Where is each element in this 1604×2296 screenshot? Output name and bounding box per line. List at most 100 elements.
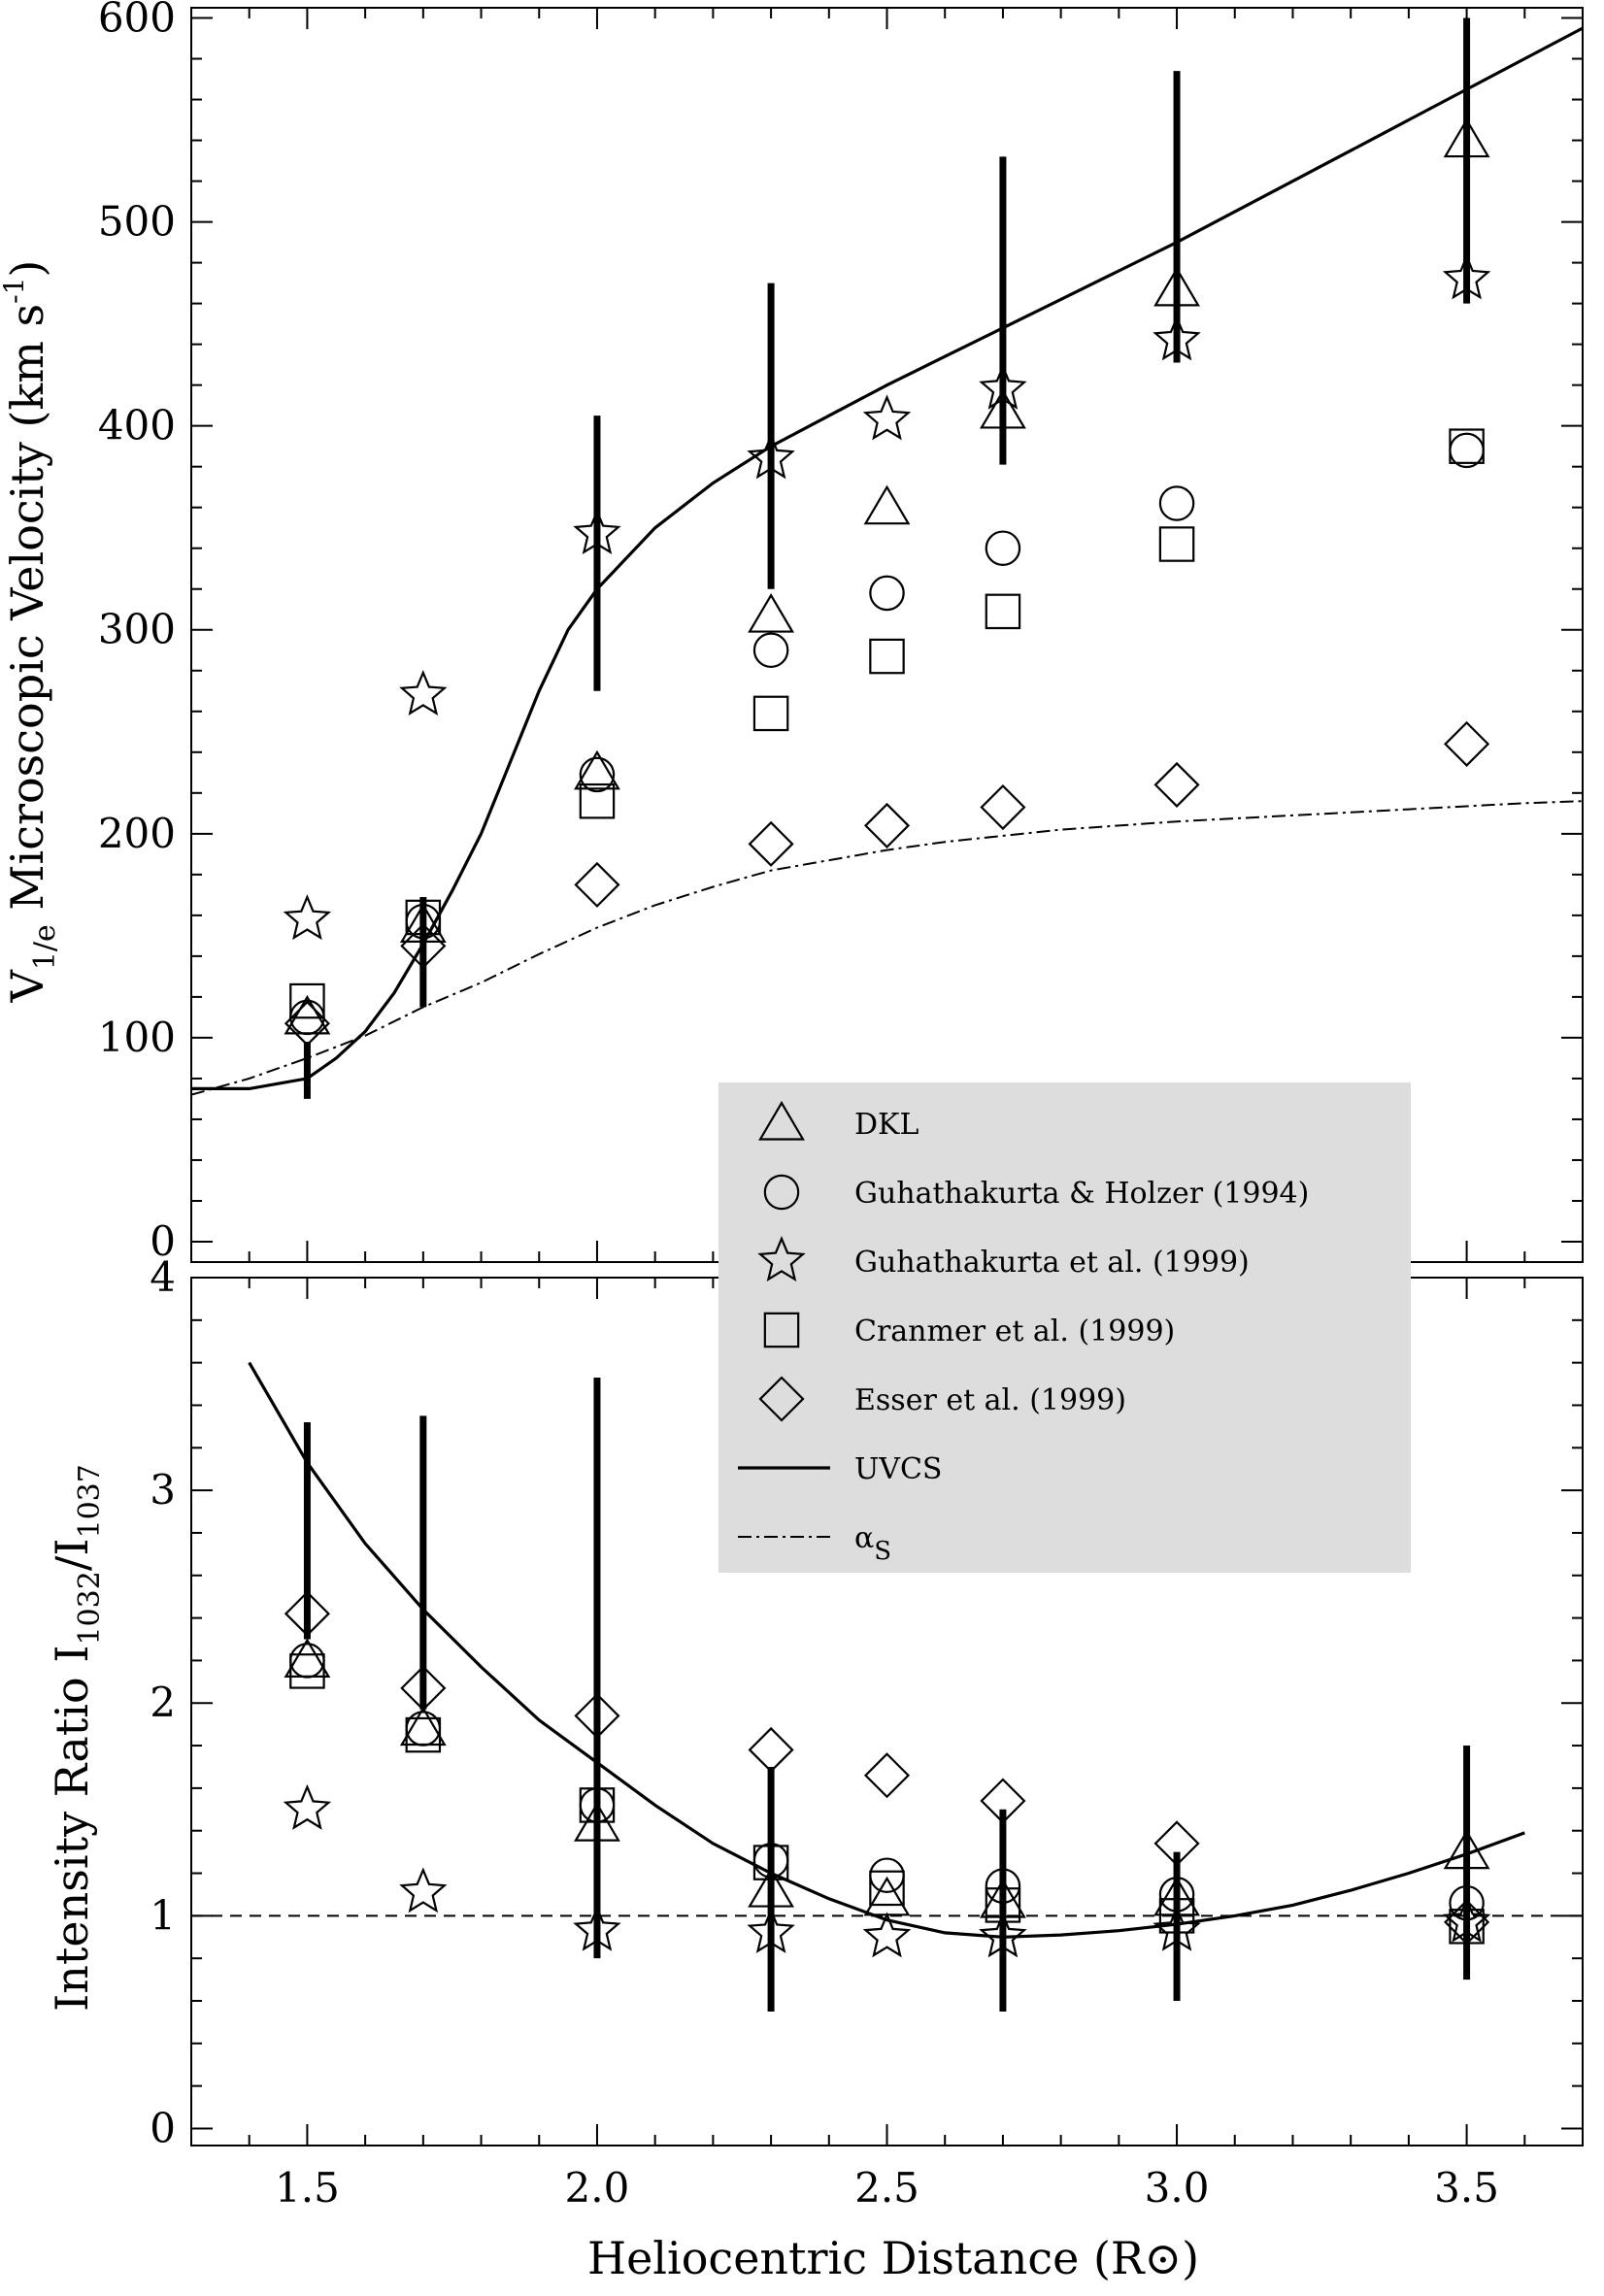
bottom-y-title-sub2: 1037 [73, 1464, 107, 1538]
legend-square-marker [763, 1312, 800, 1348]
e99-point [748, 820, 794, 867]
top-y-title-main: V [1, 969, 53, 1003]
bottom-y-title-slash: /I [46, 1538, 98, 1571]
e99-point [284, 1590, 330, 1637]
y-tick-label: 300 [98, 606, 176, 653]
c99-point [1158, 526, 1195, 562]
g99-point [862, 394, 912, 441]
x-tick-label: 1.5 [275, 2164, 340, 2212]
legend-label: Guhathakurta et al. (1999) [854, 1246, 1250, 1280]
g99-point [747, 1907, 795, 1953]
legend-diamond-marker [758, 1376, 805, 1422]
y-tick-label: 500 [98, 198, 176, 246]
e99-point [574, 861, 620, 908]
legend-label: Guhathakurta & Holzer (1994) [854, 1177, 1309, 1211]
dkl-point [399, 1706, 447, 1747]
c99-point [869, 638, 905, 675]
dkl-point [1443, 1829, 1490, 1870]
top-y-axis-title: V1/e Microscopic Velocity (km s-1) [0, 260, 62, 1004]
y-tick-label: 600 [98, 0, 176, 42]
x-tick-label: 3.5 [1434, 2164, 1499, 2212]
c99-point [579, 1787, 616, 1823]
dkl-point [1443, 117, 1490, 158]
plot-area [191, 1361, 1583, 2012]
y-tick-label: 200 [98, 810, 176, 857]
e99-point [748, 1726, 794, 1773]
x-title-symbol: ⊙ [1145, 2232, 1183, 2284]
legend-triangle-marker [758, 1100, 805, 1141]
x-tick-label: 2.0 [565, 2164, 630, 2212]
c99-point [1449, 428, 1485, 464]
g99-point [979, 363, 1027, 410]
top-y-title-close: ) [1, 260, 53, 278]
g99-point [283, 1783, 332, 1830]
e99-point [1444, 1899, 1490, 1946]
c99-point [405, 1716, 442, 1753]
legend-box [718, 1082, 1411, 1573]
legend-label: αS [854, 1521, 891, 1566]
g99-point [283, 894, 332, 941]
y-tick-label: 0 [150, 1217, 176, 1265]
plot-area [191, 17, 1583, 1099]
dkl-point [748, 592, 795, 633]
c99-point [1158, 1898, 1195, 1934]
g99-point [747, 433, 795, 480]
y-tick-label: 0 [150, 2104, 176, 2151]
c99-point [579, 782, 616, 819]
legend-circle-marker [763, 1174, 800, 1211]
x-axis-title: Heliocentric Distance (R⊙) [587, 2232, 1199, 2284]
e99-point [1153, 761, 1200, 808]
gh94-point [985, 1868, 1021, 1904]
legend-star-marker [757, 1236, 806, 1282]
gh94-point [1449, 1884, 1485, 1921]
c99-point [289, 1653, 325, 1689]
gh94-point [985, 530, 1021, 566]
gh94-point [752, 632, 789, 669]
c99-point [985, 1887, 1021, 1923]
c99-point [289, 982, 325, 1019]
gh94-point [1158, 485, 1195, 521]
e99-point [863, 1752, 911, 1799]
dkl-point [863, 484, 911, 525]
g99-point [399, 670, 448, 716]
gh94-point [1158, 1877, 1195, 1913]
g99-point [1442, 253, 1491, 300]
bottom-intensity-ratio-panel: 0 1 2 3 4 1.5 2.0 2.5 3.0 3.5 [150, 1253, 1584, 2212]
x-title-close: ) [1182, 2232, 1199, 2284]
legend-alpha-sub: S [874, 1537, 891, 1566]
dkl-point [748, 1867, 795, 1908]
c99-point [752, 1845, 789, 1880]
plot-frame [190, 7, 1584, 1263]
g99-point [399, 1867, 448, 1913]
legend-label: UVCS [854, 1452, 942, 1486]
c99-point [405, 899, 442, 936]
bottom-y-title-sub1: 1032 [73, 1571, 107, 1645]
legend-alpha-symbol: α [854, 1521, 874, 1555]
top-y-title-sup: -1 [0, 278, 30, 304]
dkl-point [399, 903, 447, 943]
x-tick-label: 3.0 [1145, 2164, 1210, 2212]
e99-point [400, 1665, 447, 1712]
dkl-point [979, 388, 1026, 429]
top-velocity-panel: 0 100 200 300 400 500 600 [98, 0, 1584, 1265]
dkl-point [284, 1638, 331, 1679]
top-y-title-rest: Microscopic Velocity (km s [1, 304, 53, 924]
g99-point [573, 1905, 621, 1951]
uvcs-curve [248, 1361, 1525, 1939]
bottom-y-title-main: Intensity Ratio I [46, 1646, 98, 2012]
c99-point [869, 1870, 905, 1907]
dkl-point [1153, 1876, 1200, 1916]
g99-point [862, 1912, 912, 1958]
e99-point [574, 1692, 620, 1739]
e99-point [400, 922, 447, 969]
c99-point [985, 593, 1021, 630]
legend: DKL Guhathakurta & Holzer (1994) Guhathaku… [718, 1082, 1411, 1573]
y-tick-label: 100 [98, 1014, 176, 1061]
dkl-point [574, 749, 620, 790]
e99-point [980, 783, 1026, 831]
e99-point [863, 802, 911, 849]
g99-point [573, 509, 621, 555]
legend-label: Esser et al. (1999) [854, 1383, 1126, 1417]
